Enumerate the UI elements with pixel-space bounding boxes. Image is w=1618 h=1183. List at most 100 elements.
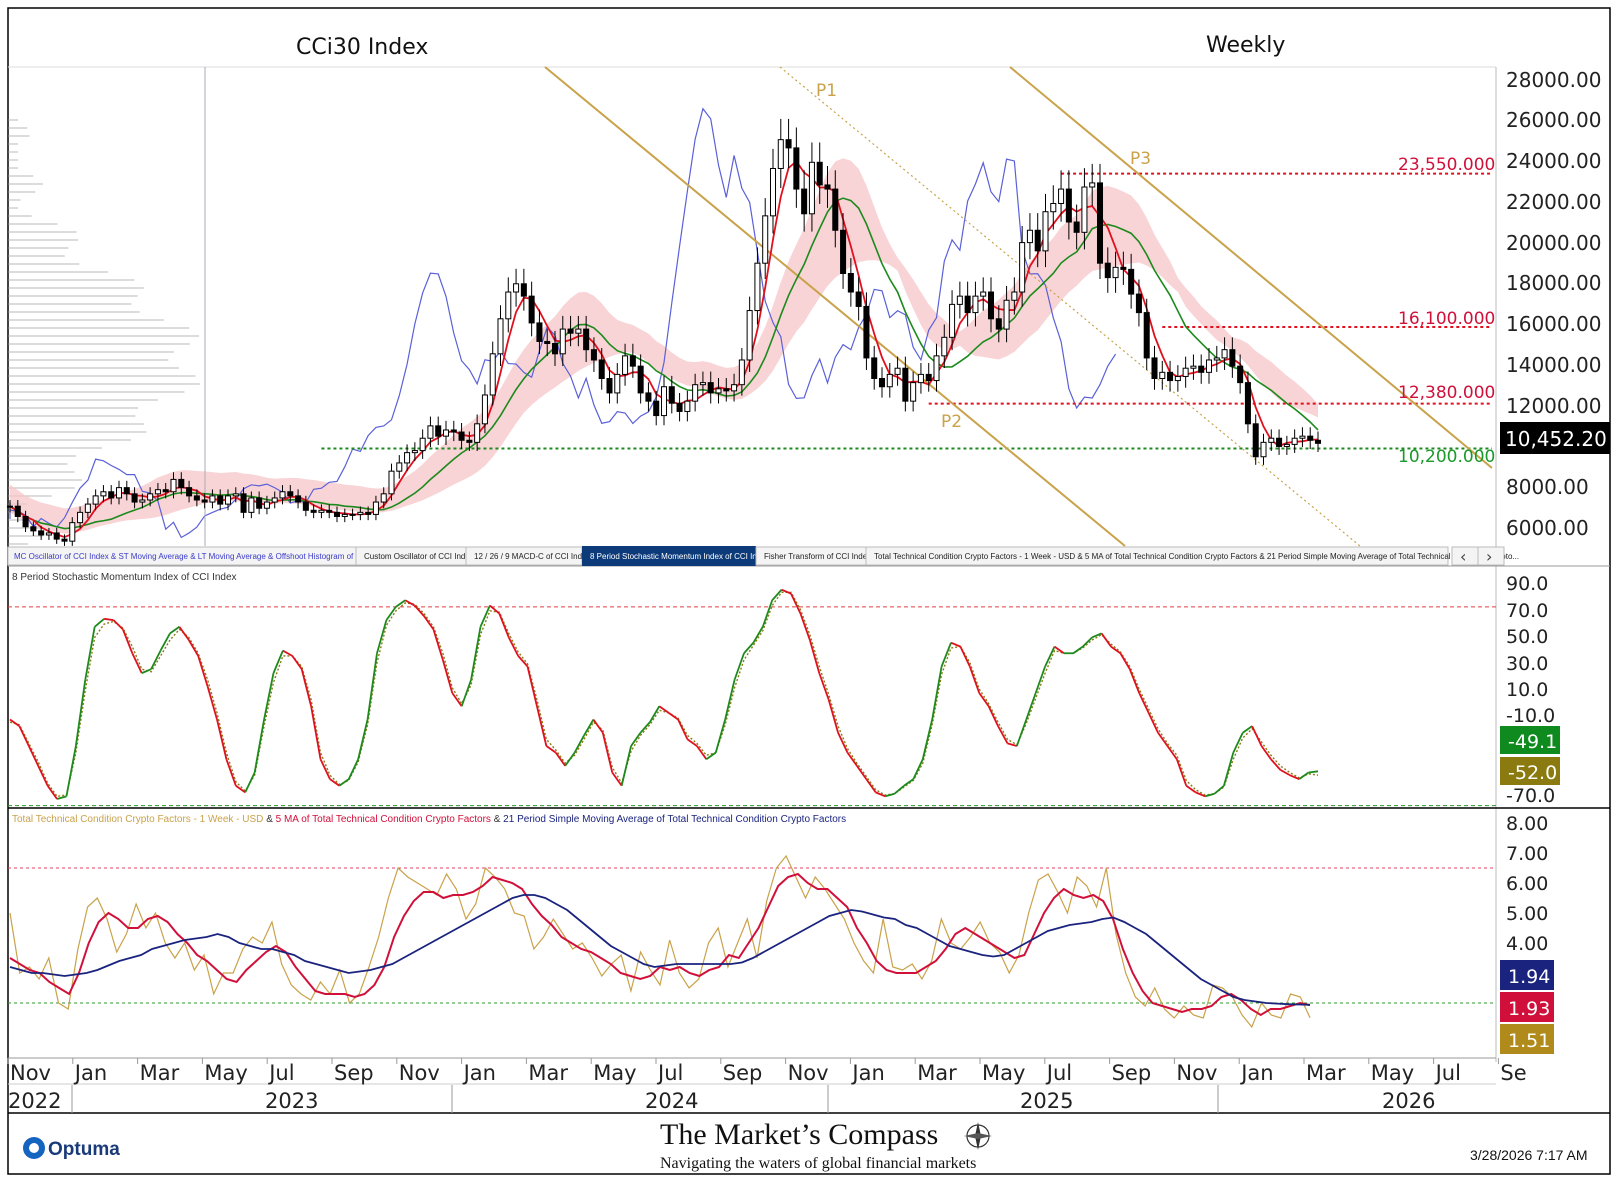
candle-body <box>1159 371 1166 380</box>
smi-line-segment <box>620 745 632 786</box>
candle-body <box>53 532 60 540</box>
candle-body <box>692 384 699 402</box>
candle-body <box>785 139 792 149</box>
month-tick-label: Mar <box>528 1061 568 1085</box>
tab-next-button[interactable] <box>1477 546 1505 566</box>
smi-line-segment <box>319 758 331 780</box>
smi-line-segment <box>526 666 538 707</box>
candle-body <box>1089 182 1096 188</box>
smi-line-segment <box>84 626 96 680</box>
month-tick-label: Jan <box>73 1061 107 1085</box>
candle-body <box>365 511 372 515</box>
smi-line-segment <box>18 725 30 747</box>
smi-line-segment <box>649 705 661 723</box>
candle-body <box>855 291 862 307</box>
smi-line-segment <box>658 705 670 714</box>
smi-line-segment <box>724 679 736 720</box>
candle-body <box>1307 435 1314 441</box>
smi-line-segment <box>432 629 444 661</box>
smi-line-segment <box>987 705 999 727</box>
candle-body <box>816 161 823 186</box>
candle-body <box>668 386 675 404</box>
candle-body <box>941 336 948 357</box>
price-tick-label: 12000.00 <box>1506 394 1601 418</box>
smi-line-segment <box>188 639 199 657</box>
candle-body <box>1058 188 1065 204</box>
smi-line-segment <box>799 613 811 641</box>
tab-mc-oscillator-label: MC Oscillator of CCI Index & ST Moving A… <box>14 552 391 561</box>
brand-tagline: Navigating the waters of global financia… <box>660 1155 976 1172</box>
candle-body <box>1011 291 1018 301</box>
chart-title: CCi30 Index <box>296 35 428 60</box>
candle-body <box>847 272 854 293</box>
candle-body <box>318 509 325 513</box>
smi-d-badge <box>1500 757 1560 785</box>
smi-line-segment <box>1298 771 1310 780</box>
candle-body <box>6 505 14 508</box>
smi-line-segment <box>395 599 406 608</box>
smi-line-segment <box>56 795 67 800</box>
candle-body <box>1003 299 1010 330</box>
candle-body <box>528 295 535 324</box>
smi-line-segment <box>357 719 369 760</box>
candle-body <box>1081 186 1088 233</box>
ttc-title-ma21: 21 Period Simple Moving Average of Total… <box>503 814 846 825</box>
month-tick-label: Se <box>1500 1061 1526 1085</box>
smi-line-segment <box>1251 725 1263 747</box>
candle-body <box>1112 266 1119 279</box>
month-tick-label: Jul <box>1434 1061 1461 1085</box>
month-tick-label: Nov <box>399 1061 440 1085</box>
smi-line-segment <box>630 732 642 747</box>
smi-line-segment <box>1185 785 1197 794</box>
smi-line-segment <box>112 619 124 631</box>
smi-line-segment <box>216 719 228 760</box>
month-tick-label: Sep <box>334 1061 374 1085</box>
smi-line-segment <box>376 619 388 654</box>
smi-line-segment <box>968 666 981 694</box>
candle-body <box>77 511 84 524</box>
candle-body <box>310 509 317 513</box>
year-tick-label: 2025 <box>1020 1089 1073 1113</box>
smi-line-segment <box>310 706 322 760</box>
month-tick-label: Sep <box>1112 1061 1152 1085</box>
candle-body <box>271 497 278 503</box>
smi-line-segment <box>28 745 40 767</box>
candle-body <box>1034 229 1041 252</box>
candle-body <box>910 382 917 402</box>
candle-body <box>715 388 722 394</box>
smi-line-segment <box>1110 645 1121 654</box>
smi-line-segment <box>253 719 265 773</box>
smi-tick-label: -10.0 <box>1506 705 1555 727</box>
smi-line-segment <box>1138 692 1150 714</box>
candle-body <box>606 378 613 394</box>
candle-body <box>1019 242 1026 293</box>
candle-body <box>349 513 356 516</box>
candle-body <box>754 262 761 312</box>
smi-line-segment <box>94 618 105 628</box>
month-tick-label: Jan <box>462 1061 496 1085</box>
smi-line-segment <box>931 666 943 720</box>
candle-body <box>762 215 769 264</box>
smi-line-segment <box>573 734 585 754</box>
candle-body <box>793 147 800 190</box>
candle-body <box>419 437 426 452</box>
candle-body <box>61 538 68 542</box>
candle-body <box>769 167 777 217</box>
year-tick-label: 2026 <box>1382 1089 1435 1113</box>
candle-body <box>217 495 224 505</box>
tab-smi-active[interactable] <box>582 546 756 566</box>
candle-body <box>886 373 893 388</box>
smi-line-segment <box>1308 770 1319 774</box>
candle-body <box>38 530 45 536</box>
candle-body <box>1050 202 1057 213</box>
smi-line-segment <box>65 745 77 797</box>
candle-body <box>396 462 403 472</box>
ttc-ma5-badge <box>1500 992 1554 1022</box>
smi-line-segment <box>272 650 284 674</box>
ttc-title-sep: & <box>494 814 503 825</box>
smi-line-segment <box>818 672 830 700</box>
tab-ttc[interactable] <box>865 546 1449 566</box>
smi-line-segment <box>1100 632 1112 648</box>
candle-body <box>357 511 364 515</box>
candle-body <box>497 318 504 355</box>
